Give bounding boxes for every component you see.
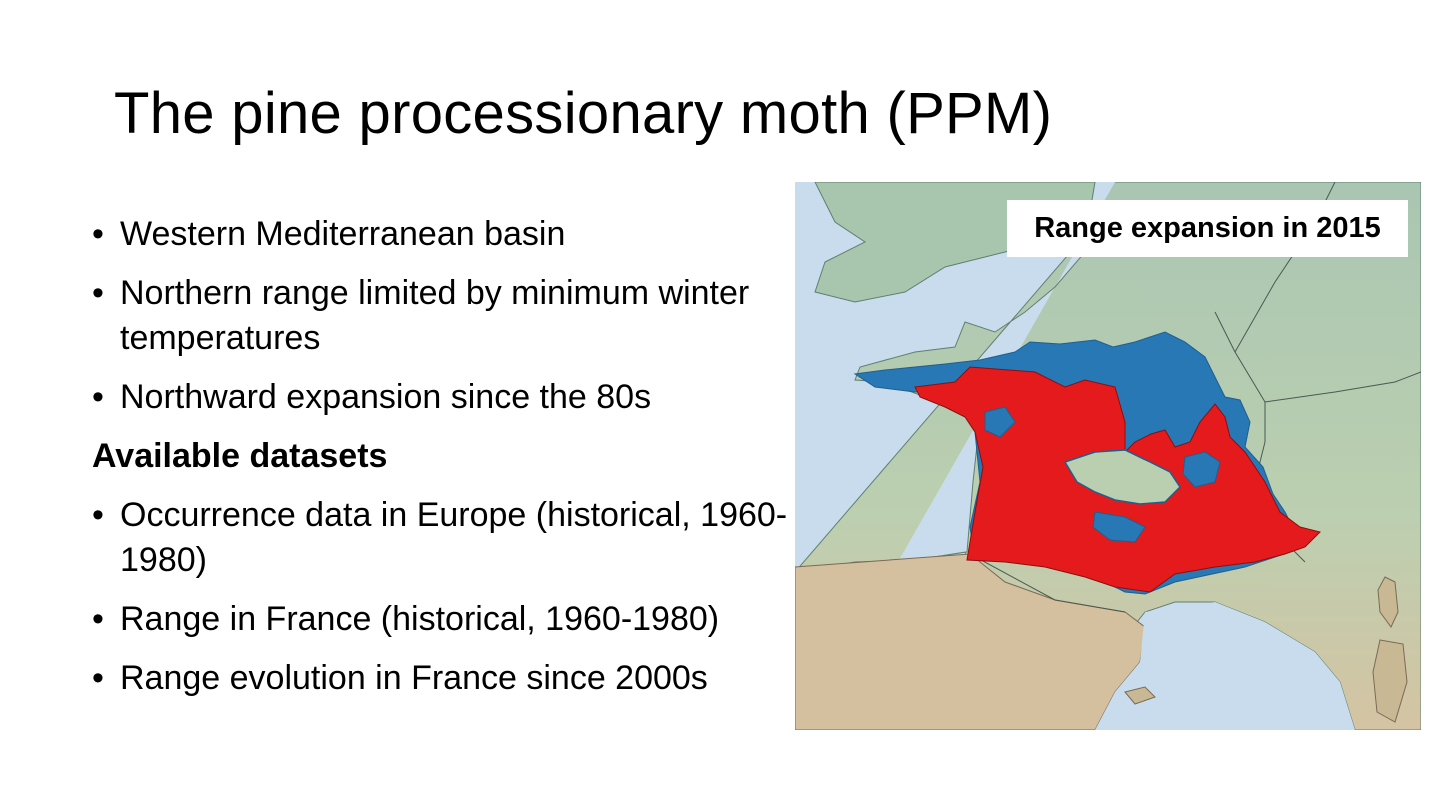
bullet-marker: • [92,600,104,638]
bullet-marker: • [92,496,104,534]
bullet-item: • Occurrence data in Europe (historical,… [92,493,790,583]
bullet-item: • Range evolution in France since 2000s [92,656,792,701]
section-heading: Available datasets [92,437,388,475]
bullet-item: • Western Mediterranean basin [92,212,792,257]
range-map-graphic [795,182,1421,730]
bullet-item: • Range in France (historical, 1960-1980… [92,597,792,642]
unoccupied-zone [1092,511,1146,543]
bullet-text: Range evolution in France since 2000s [120,659,708,697]
mediterranean-sea [1095,602,1355,730]
bullet-text: Western Mediterranean basin [120,215,566,253]
bullet-marker: • [92,659,104,697]
bullet-text: Northern range limited by minimum winter… [120,274,750,357]
slide-title: The pine processionary moth (PPM) [114,81,1053,146]
range-map [795,182,1421,730]
country-borders [969,182,1421,613]
bullet-text: Range in France (historical, 1960-1980) [120,600,720,638]
slide-body: • Western Mediterranean basin • Northern… [92,212,792,715]
unoccupied-zone [1063,449,1181,505]
sardinia-island [1372,639,1408,723]
bullet-text: Occurrence data in Europe (historical, 1… [120,496,788,579]
unoccupied-zone [1182,451,1221,488]
bullet-marker: • [92,215,104,253]
bullet-marker: • [92,378,104,416]
bullet-text: Northward expansion since the 80s [120,378,652,416]
bullet-marker: • [92,274,104,312]
unoccupied-zone [984,406,1016,438]
corsica-island [1377,576,1399,628]
bullet-item: • Northward expansion since the 80s [92,375,792,420]
bullet-item: • Northern range limited by minimum wint… [92,271,760,361]
balearic-island [1124,686,1156,705]
map-caption: Range expansion in 2015 [1007,200,1408,257]
